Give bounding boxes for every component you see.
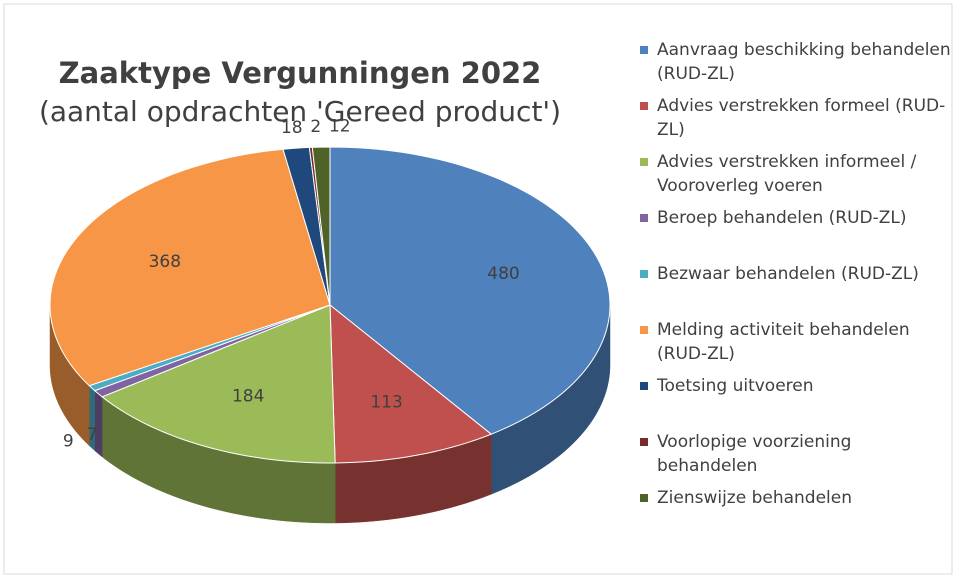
data-label: 7 xyxy=(87,425,98,445)
legend-label: Aanvraag beschikking behandelen (RUD-ZL) xyxy=(657,40,951,84)
legend-swatch xyxy=(640,158,648,166)
data-label: 184 xyxy=(232,387,264,407)
data-label: 113 xyxy=(370,393,402,413)
legend-swatch xyxy=(640,102,648,110)
legend-label: Melding activiteit behandelen (RUD-ZL) xyxy=(657,320,910,364)
data-label: 2 xyxy=(310,117,321,137)
slice xyxy=(101,304,336,464)
data-label: 9 xyxy=(63,431,74,451)
legend-swatch xyxy=(640,326,648,334)
slice xyxy=(311,146,331,306)
slice xyxy=(329,303,493,464)
legend-label: Advies verstrekken informeel / Vooroverl… xyxy=(657,152,917,196)
slice xyxy=(49,148,331,387)
legend-swatch xyxy=(640,494,648,502)
legend-item: Advies verstrekken informeel / Vooroverl… xyxy=(640,150,952,206)
legend-item: Bezwaar behandelen (RUD-ZL) xyxy=(640,262,952,318)
legend-item: Zienswijze behandelen xyxy=(640,486,952,542)
slice xyxy=(329,146,611,435)
legend-swatch xyxy=(640,270,648,278)
legend: Aanvraag beschikking behandelen (RUD-ZL)… xyxy=(640,38,952,542)
data-label: 12 xyxy=(329,117,351,137)
data-label: 18 xyxy=(281,118,303,138)
legend-item: Advies verstrekken formeel (RUD-ZL) xyxy=(640,94,952,150)
legend-label: Toetsing uitvoeren xyxy=(657,376,814,396)
legend-swatch xyxy=(640,46,648,54)
legend-swatch xyxy=(640,382,648,390)
legend-label: Advies verstrekken formeel (RUD-ZL) xyxy=(657,96,946,140)
legend-item: Voorlopige voorziening behandelen xyxy=(640,430,952,486)
legend-label: Bezwaar behandelen (RUD-ZL) xyxy=(657,264,919,284)
legend-item: Melding activiteit behandelen (RUD-ZL) xyxy=(640,318,952,374)
data-label: 368 xyxy=(149,252,181,272)
legend-item: Aanvraag beschikking behandelen (RUD-ZL) xyxy=(640,38,952,94)
slice-side xyxy=(94,390,103,458)
chart-border xyxy=(3,3,953,575)
legend-swatch xyxy=(640,438,648,446)
legend-label: Voorlopige voorziening behandelen xyxy=(657,432,852,476)
legend-item: Beroep behandelen (RUD-ZL) xyxy=(640,206,952,262)
data-label: 480 xyxy=(487,264,519,284)
legend-swatch xyxy=(640,214,648,222)
chart-subtitle: (aantal opdrachten 'Gereed product') xyxy=(39,95,561,128)
legend-item: Toetsing uitvoeren xyxy=(640,374,952,430)
legend-label: Beroep behandelen (RUD-ZL) xyxy=(657,208,907,228)
legend-label: Zienswijze behandelen xyxy=(657,488,853,508)
chart-title: Zaaktype Vergunningen 2022 xyxy=(59,56,542,90)
